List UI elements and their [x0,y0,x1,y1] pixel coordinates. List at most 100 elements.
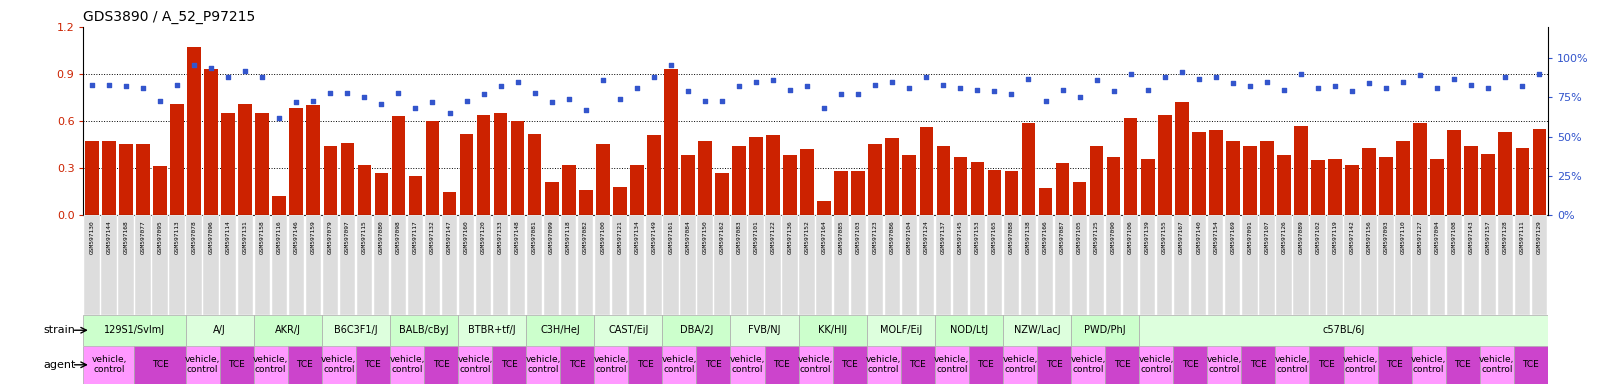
Bar [682,156,695,215]
Bar [577,215,593,315]
Text: A/J: A/J [213,325,226,335]
Text: vehicle,
control: vehicle, control [1002,355,1038,374]
Text: GSM597118: GSM597118 [566,220,571,254]
Bar [1055,163,1070,215]
Bar [85,215,99,315]
Bar [204,215,218,315]
Point [403,105,428,111]
Text: TCE: TCE [1318,360,1335,369]
Bar [1328,215,1343,315]
Point [233,68,258,74]
Bar [850,215,866,315]
Bar [731,146,746,215]
Point [1339,88,1365,94]
Bar [1002,315,1071,346]
Bar [1020,215,1036,315]
Bar [1480,215,1497,315]
Text: GDS3890 / A_52_P97215: GDS3890 / A_52_P97215 [83,10,255,25]
Text: AKR/J: AKR/J [274,325,302,335]
Bar [1261,141,1274,215]
Text: GSM597144: GSM597144 [106,220,111,254]
Bar [1241,215,1258,315]
Bar [1275,346,1309,384]
Point [79,82,104,88]
Bar [1480,346,1514,384]
Bar [1498,132,1513,215]
Text: vehicle,
control: vehicle, control [321,355,356,374]
Text: NOD/LtJ: NOD/LtJ [950,325,988,335]
Point [948,85,974,91]
Bar [528,215,542,315]
Bar [953,157,967,215]
Bar [1445,346,1480,384]
Text: TCE: TCE [1455,360,1471,369]
Bar [459,215,475,315]
Bar [322,315,390,346]
Bar [220,346,253,384]
Text: GSM597127: GSM597127 [1418,220,1423,254]
Bar [970,215,985,315]
Text: GSM597106: GSM597106 [1128,220,1132,254]
Text: GSM597081: GSM597081 [533,220,537,254]
Bar [188,47,200,215]
Text: GSM597142: GSM597142 [1349,220,1354,254]
Text: GSM597114: GSM597114 [226,220,231,254]
Bar [1378,215,1394,315]
Bar [101,215,117,315]
Bar [340,215,354,315]
Text: GSM597167: GSM597167 [1179,220,1184,254]
Bar [1107,215,1121,315]
Text: vehicle,
control: vehicle, control [91,355,127,374]
Bar [1071,315,1139,346]
Point [624,85,650,91]
Point [1169,69,1195,75]
Text: GSM597115: GSM597115 [363,220,367,254]
Bar [613,215,627,315]
Bar [919,215,934,315]
Point [436,110,462,116]
Text: GSM597116: GSM597116 [277,220,282,254]
Bar [901,215,917,315]
Bar [800,149,813,215]
Bar [1089,215,1104,315]
Bar [135,346,186,384]
Bar [409,176,422,215]
Text: GSM597124: GSM597124 [924,220,929,254]
Bar [526,315,593,346]
Text: GSM597139: GSM597139 [1145,220,1150,254]
Text: TCE: TCE [1386,360,1404,369]
Bar [239,104,252,215]
Bar [170,104,184,215]
Text: GSM597164: GSM597164 [821,220,826,254]
Text: TCE: TCE [364,360,382,369]
Text: BALB/cByJ: BALB/cByJ [399,325,449,335]
Text: GSM597086: GSM597086 [890,220,895,254]
Point [215,74,241,80]
Bar [1395,215,1412,315]
Bar [1309,346,1344,384]
Bar [273,196,286,215]
Text: GSM597155: GSM597155 [1163,220,1168,254]
Bar [834,215,849,315]
Point [199,65,225,71]
Point [590,77,616,83]
Text: GSM597128: GSM597128 [1503,220,1508,254]
Bar [1071,215,1088,315]
Bar [1105,346,1139,384]
Bar [664,69,678,215]
Point [1254,79,1280,85]
Bar [1243,146,1256,215]
Bar [834,171,849,215]
Point [1509,83,1535,89]
Bar [714,215,730,315]
Point [727,83,752,89]
Point [96,82,122,88]
Bar [765,215,781,315]
Bar [459,315,526,346]
Bar [545,182,558,215]
Text: GSM597159: GSM597159 [311,220,316,254]
Text: GSM597150: GSM597150 [703,220,707,254]
Text: FVB/NJ: FVB/NJ [749,325,781,335]
Bar [460,134,473,215]
Point [573,107,598,113]
